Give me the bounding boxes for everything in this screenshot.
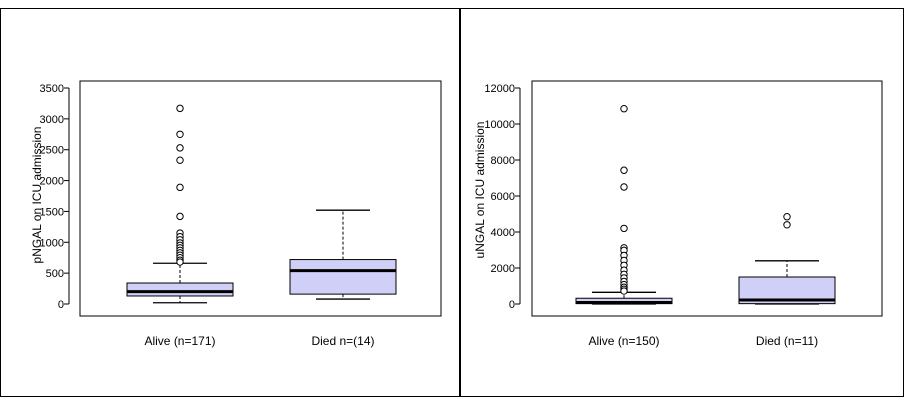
y-tick-label: 8000 [491, 155, 515, 167]
y-tick-label: 0 [509, 299, 515, 311]
y-tick-label: 2000 [491, 263, 515, 275]
outlier-point [620, 105, 628, 113]
y-tick-label: 1000 [40, 237, 64, 249]
outlier-point [176, 130, 184, 138]
category-label: Died n=(14) [311, 334, 374, 348]
ungal-boxplot-panel: uNGAL on ICU admission Alive (n=150) Die… [473, 80, 883, 348]
outlier-point [620, 166, 628, 174]
outlier-point [176, 212, 184, 221]
category-label: Alive (n=150) [588, 334, 659, 348]
y-tick-label: 3000 [40, 114, 64, 126]
outlier-point [176, 258, 184, 266]
y-tick-label: 2500 [40, 145, 64, 157]
y-tick-label: 4000 [491, 227, 515, 239]
outlier-point [783, 221, 791, 229]
y-axis-title: uNGAL on ICU admission [473, 122, 487, 259]
outlier-point [620, 224, 628, 233]
y-tick-label: 10000 [484, 119, 515, 131]
outlier-point [176, 144, 184, 152]
outlier-point [176, 183, 184, 192]
category-label: Died (n=11) [756, 334, 818, 348]
pngal-boxplot-panel: pNGAL on ICU admission Alive (n=171) Die… [30, 80, 442, 348]
y-tick-label: 500 [46, 268, 64, 280]
y-tick-label: 0 [58, 299, 64, 311]
outlier-point [176, 104, 184, 113]
y-tick-label: 12000 [484, 83, 515, 95]
category-label: Alive (n=171) [144, 334, 215, 348]
y-tick-label: 3500 [40, 83, 64, 95]
iqr-box [289, 259, 397, 295]
y-tick-label: 2000 [40, 176, 64, 188]
y-tick-label: 6000 [491, 191, 515, 203]
plot-area-frame [531, 80, 883, 317]
y-tick-label: 1500 [40, 206, 64, 218]
figure-outer-frame [0, 8, 904, 397]
outlier-point [176, 156, 184, 164]
outlier-point [783, 213, 791, 221]
y-axis-title: pNGAL on ICU admission [30, 127, 44, 264]
plot-area-frame [79, 80, 442, 317]
outlier-point [620, 183, 628, 191]
iqr-box [126, 282, 234, 297]
outlier-point [620, 287, 628, 295]
